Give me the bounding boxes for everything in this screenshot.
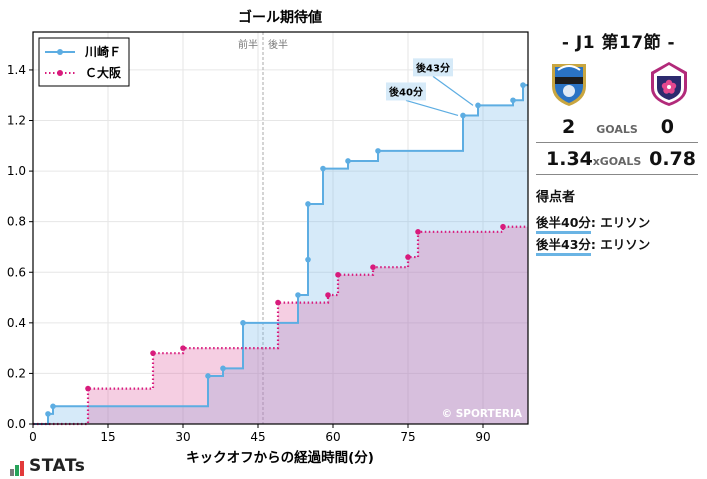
x-tick-label: 75 [400,430,415,444]
x-tick-label: 90 [475,430,490,444]
y-tick-label: 0.4 [7,316,26,330]
series-area [33,85,528,424]
y-tick-label: 0.6 [7,265,26,279]
scorer-name: : エリソン [590,237,651,252]
scorer-item: 後半40分: エリソン [536,212,651,234]
scorer-name: : エリソン [590,215,651,230]
y-tick-label: 1.4 [7,63,26,77]
data-point [345,158,351,164]
halftime-marker: 前半 後半 [238,32,288,424]
legend-box [38,37,130,87]
x-tick-label: 15 [100,430,115,444]
data-point [85,385,91,392]
match-panel: - J1 第17節 - 2 GOALS 0 1.34 xGOALS 0.78 得… [530,0,707,479]
watermark: © SPORTERIA [442,408,523,420]
data-point [510,97,516,104]
second-half-label: 後半 [268,38,288,51]
data-point [50,403,56,410]
kawasaki-frontale-crest [552,64,586,106]
goals-label: GOALS [596,123,638,136]
data-point [375,148,381,154]
data-point [335,271,341,278]
away-goals: 0 [660,116,674,138]
annotation-pointer [405,99,459,117]
annotation-pointer [432,75,474,106]
home-xgoals: 1.34 [546,148,593,170]
legend-marker [57,49,63,55]
data-point [205,373,211,379]
x-tick-label: 0 [29,430,37,444]
cerezo-osaka-crest [651,62,687,106]
annotation-label: 後43分 [416,61,450,74]
xgoals-label: xGOALS [592,155,642,168]
x-axis-label: キックオフからの経過時間(分) [186,449,374,466]
data-point [150,350,156,356]
annotation-box [413,58,453,77]
data-point [460,112,466,119]
logo-bar-icon [15,465,19,476]
y-tick-label: 0.8 [7,215,26,229]
y-tick-label: 0.2 [7,366,26,380]
goals-row: 2 GOALS 0 [536,116,698,143]
data-point [305,201,311,207]
annotation-label: 後40分 [389,85,423,98]
logo-bar-icon [20,461,24,476]
data-point [180,345,186,351]
logo-bar-icon [10,469,14,476]
data-point [320,165,326,172]
annotation-box [386,82,426,101]
series-area [33,226,528,424]
data-point [415,228,421,235]
data-point [370,264,376,271]
scorers-title: 得点者 [536,190,576,205]
home-goals: 2 [562,116,576,138]
series-markers [45,82,526,417]
legend-label: 川崎Ｆ [84,44,121,59]
match-title: - J1 第17節 - [561,33,676,53]
legend-label: Ｃ大阪 [85,65,122,80]
data-point [405,254,411,260]
data-point [325,292,331,298]
data-point [240,320,246,326]
data-point [45,411,51,417]
x-tick-label: 30 [175,430,190,444]
data-point [475,102,481,109]
data-point [295,292,301,298]
series-areas [33,85,528,424]
y-tick-label: 1.0 [7,164,26,178]
y-tick-label: 1.2 [7,114,26,128]
series-line [33,225,528,426]
x-tick-label: 45 [250,430,265,444]
data-point [500,223,506,230]
y-tick-label: 0.0 [7,417,26,431]
legend-marker [57,70,63,76]
y-axis-ticks: 0.0 0.2 0.4 0.6 0.8 1.0 1.2 1.4 [7,63,33,431]
chart-title: ゴール期待値 [238,9,322,26]
scorer-minute: 後半40分 [536,215,591,234]
first-half-label: 前半 [238,38,258,51]
data-point [275,299,281,306]
x-tick-label: 60 [325,430,340,444]
scorer-item: 後半43分: エリソン [536,234,651,256]
x-axis-ticks: 0 15 30 45 60 75 90 [29,424,491,444]
xgoals-row: 1.34 xGOALS 0.78 [536,148,698,175]
data-point [520,82,526,88]
plot-frame [32,31,529,425]
data-point [220,365,226,372]
legend: 川崎Ｆ Ｃ大阪 [38,37,130,87]
brand-name: STATs [29,456,86,476]
data-point [305,256,311,263]
scorer-minute: 後半43分 [536,237,591,256]
away-xgoals: 0.78 [649,148,696,170]
